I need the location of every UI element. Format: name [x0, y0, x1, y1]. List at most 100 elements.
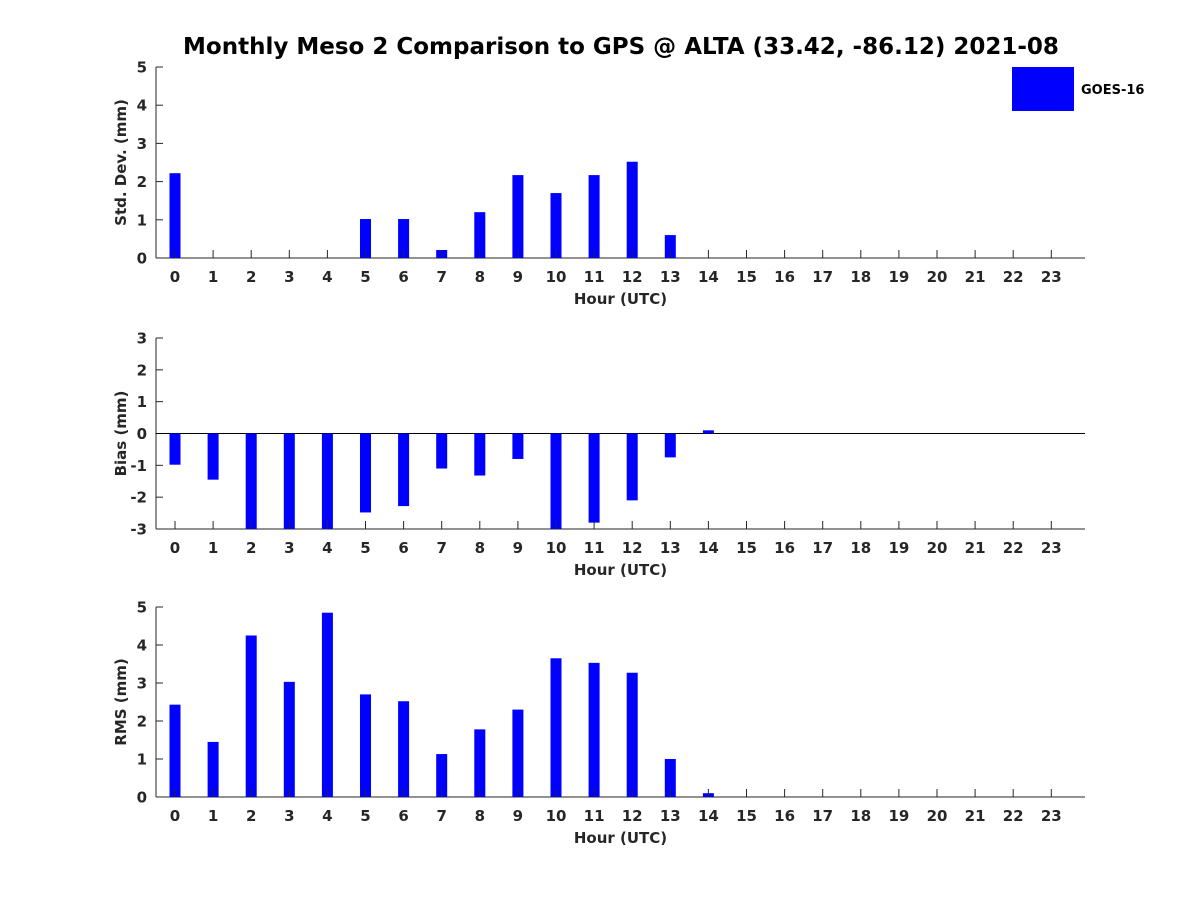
x-tick-label: 1: [208, 539, 218, 557]
bar: [588, 662, 600, 797]
x-tick-label: 4: [322, 807, 332, 825]
bar: [169, 433, 181, 465]
x-tick-label: 16: [774, 268, 795, 286]
x-tick-label: 12: [622, 807, 643, 825]
x-tick-label: 19: [888, 268, 909, 286]
y-tick-label: 2: [137, 713, 147, 731]
x-tick-label: 5: [360, 268, 370, 286]
x-axis-label: Hour (UTC): [574, 561, 667, 579]
bar: [512, 175, 524, 258]
x-tick-label: 4: [322, 539, 332, 557]
x-tick-label: 18: [850, 539, 871, 557]
x-tick-label: 18: [850, 807, 871, 825]
bar: [588, 433, 600, 523]
x-tick-label: 22: [1003, 807, 1024, 825]
x-tick-label: 17: [812, 268, 833, 286]
bar: [550, 433, 562, 529]
x-tick-label: 13: [660, 539, 681, 557]
x-tick-label: 0: [170, 268, 180, 286]
x-tick-label: 23: [1041, 268, 1062, 286]
x-tick-label: 16: [774, 539, 795, 557]
bar: [626, 161, 638, 258]
y-tick-label: -2: [130, 489, 147, 507]
y-tick-label: 4: [137, 637, 147, 655]
bar: [474, 433, 486, 476]
y-tick-label: 0: [137, 789, 147, 807]
bar: [169, 704, 181, 797]
x-tick-label: 6: [398, 539, 408, 557]
bar: [360, 433, 371, 513]
y-tick-label: 4: [137, 97, 147, 115]
legend: GOES-16: [1012, 67, 1144, 111]
y-axis-label: Std. Dev. (mm): [112, 99, 130, 226]
bar: [664, 433, 676, 458]
y-axis-label: RMS (mm): [112, 658, 130, 745]
y-tick-label: 1: [137, 393, 147, 411]
x-tick-label: 8: [475, 539, 485, 557]
bar: [398, 433, 410, 507]
x-tick-label: 10: [546, 268, 567, 286]
bar: [664, 235, 676, 258]
x-tick-label: 21: [965, 539, 986, 557]
x-tick-label: 18: [850, 268, 871, 286]
bar: [436, 754, 448, 797]
bar: [550, 658, 562, 797]
x-tick-label: 11: [584, 539, 605, 557]
x-tick-label: 19: [888, 539, 909, 557]
bar: [474, 212, 486, 258]
x-tick-label: 22: [1003, 268, 1024, 286]
bar: [207, 433, 219, 480]
bar: [245, 433, 257, 529]
bar: [169, 173, 181, 258]
x-tick-label: 10: [546, 807, 567, 825]
x-tick-label: 7: [436, 539, 446, 557]
x-tick-label: 2: [246, 807, 256, 825]
bar: [207, 741, 219, 797]
x-tick-label: 2: [246, 268, 256, 286]
x-tick-label: 19: [888, 807, 909, 825]
y-tick-label: 3: [137, 135, 147, 153]
y-tick-label: 0: [137, 250, 147, 268]
x-tick-label: 9: [513, 807, 523, 825]
y-tick-label: 5: [137, 59, 147, 77]
x-tick-label: 1: [208, 268, 218, 286]
x-tick-label: 5: [360, 807, 370, 825]
x-tick-label: 15: [736, 268, 757, 286]
x-tick-label: 8: [475, 268, 485, 286]
x-tick-label: 9: [513, 539, 523, 557]
x-tick-label: 4: [322, 268, 332, 286]
bar: [360, 219, 371, 258]
legend-swatch: [1012, 67, 1074, 111]
x-tick-label: 13: [660, 268, 681, 286]
x-tick-label: 16: [774, 807, 795, 825]
x-axis-label: Hour (UTC): [574, 290, 667, 308]
bar: [283, 433, 295, 529]
x-tick-label: 6: [398, 807, 408, 825]
bar: [512, 709, 524, 797]
x-tick-label: 10: [546, 539, 567, 557]
bar: [626, 433, 638, 501]
bar: [398, 219, 410, 258]
bar: [360, 694, 371, 797]
x-tick-label: 21: [965, 807, 986, 825]
bar: [664, 759, 676, 797]
y-tick-label: 3: [137, 330, 147, 348]
bar: [321, 612, 333, 797]
x-tick-label: 11: [584, 268, 605, 286]
x-tick-label: 3: [284, 539, 294, 557]
bar: [436, 433, 448, 469]
x-tick-label: 14: [698, 807, 719, 825]
x-tick-label: 0: [170, 807, 180, 825]
x-tick-label: 6: [398, 268, 408, 286]
x-tick-label: 23: [1041, 539, 1062, 557]
bar: [512, 433, 524, 459]
bar: [398, 701, 410, 797]
figure-title: Monthly Meso 2 Comparison to GPS @ ALTA …: [183, 34, 1059, 60]
x-tick-label: 0: [170, 539, 180, 557]
y-tick-label: -3: [130, 521, 147, 539]
bar: [474, 729, 486, 797]
bar: [245, 635, 257, 797]
bar: [550, 193, 562, 258]
y-tick-label: 0: [137, 425, 147, 443]
